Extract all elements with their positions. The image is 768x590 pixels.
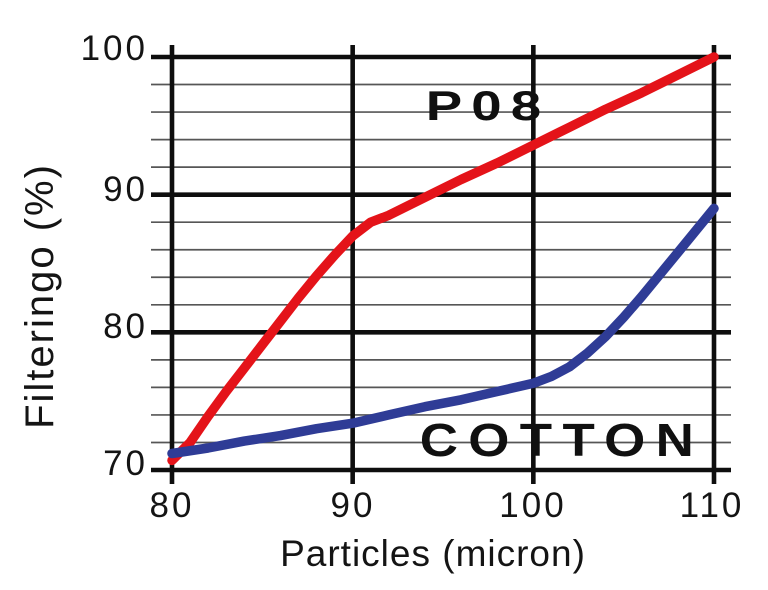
x-tick-label-100: 100 — [499, 486, 567, 525]
x-tick-label-80: 80 — [149, 486, 195, 525]
y-axis-title: Filteringo (%) — [18, 163, 62, 429]
y-tick-label-80: 80 — [103, 307, 148, 346]
series-label-cotton: COTTON — [420, 413, 694, 467]
series-label-cotton-text: COTTON — [419, 414, 705, 466]
x-tick-label-90: 90 — [330, 486, 376, 525]
x-axis-title: Particles (micron) — [280, 533, 586, 574]
series-line-p08 — [167, 52, 719, 466]
series-label-p08-text: P08 — [425, 82, 551, 129]
y-tick-label-70: 70 — [103, 444, 148, 483]
y-tick-label-90: 90 — [103, 170, 148, 209]
series-line-cotton — [167, 203, 719, 459]
y-tick-label-100: 100 — [80, 29, 148, 68]
gridlines — [151, 45, 731, 484]
series-label-p08: P08 — [426, 82, 541, 130]
x-tick-label-110: 110 — [679, 486, 745, 525]
